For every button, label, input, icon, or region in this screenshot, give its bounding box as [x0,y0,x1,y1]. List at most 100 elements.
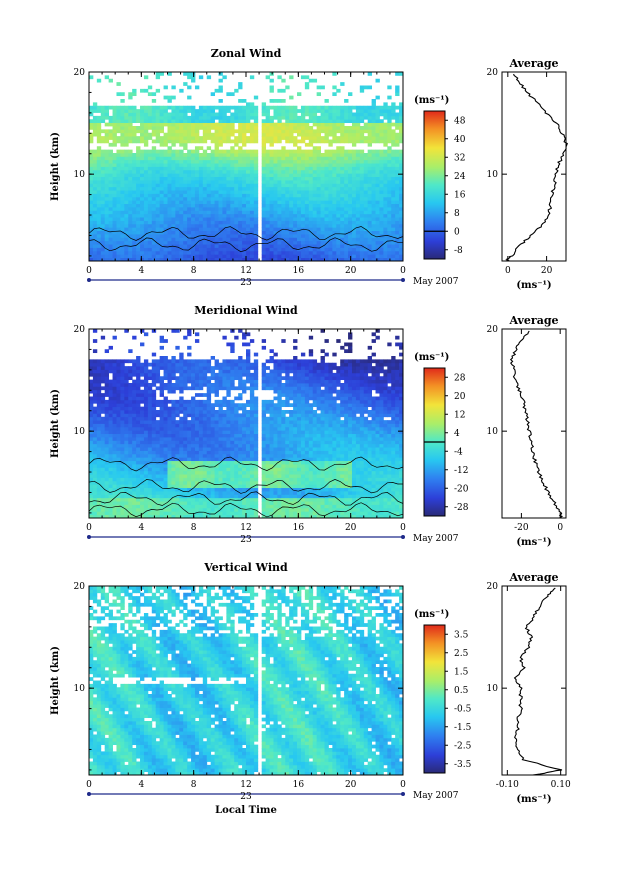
heatmap-cell [304,149,310,154]
heatmap-cell [351,240,357,245]
heatmap-cell [132,220,137,225]
heatmap-cell [230,126,235,130]
heatmap-cell [194,453,200,458]
heatmap-cell [167,217,172,221]
heatmap-cell [336,122,341,127]
heatmap-cell [198,514,204,519]
heatmap-cell [293,210,298,215]
heatmap-cell [297,193,302,198]
heatmap-cell [108,142,113,147]
heatmap-cell [179,443,184,448]
heatmap-cell [191,399,196,404]
heatmap-cell [175,129,180,134]
heatmap-cell [277,115,282,120]
heatmap-cell [163,115,168,120]
heatmap-cell [304,169,310,174]
heatmap-cell [226,200,231,205]
heatmap-cell [363,257,369,262]
heatmap-cell [143,437,149,441]
heatmap-cell [332,105,337,110]
heatmap-cell [328,119,333,124]
heatmap-cell [308,142,314,147]
heatmap-cell [242,217,247,221]
heatmap-cell [194,494,200,499]
heatmap-cell [242,136,247,140]
heatmap-cell [348,217,353,221]
heatmap-cell [202,156,208,161]
heatmap-cell [116,153,121,157]
heatmap-cell [395,237,400,242]
heatmap-cell [96,389,102,394]
heatmap-cell [238,240,243,245]
heatmap-cell [120,494,125,499]
heatmap-cell [151,437,157,441]
heatmap-cell [304,203,310,208]
heatmap-cell [281,220,286,225]
heatmap-cell [132,156,137,161]
heatmap-cell [281,207,286,211]
heatmap-cell [163,122,168,127]
heatmap-cell [89,180,94,184]
heatmap-cell [379,132,384,137]
heatmap-cell [198,105,204,110]
heatmap-cell [167,136,172,140]
heatmap-cell [108,410,113,414]
heatmap-cell [249,190,255,194]
heatmap-cell [383,223,388,228]
heatmap-cell [175,376,180,381]
heatmap-cell [340,169,345,174]
heatmap-cell [383,153,388,157]
heatmap-cell [175,176,180,181]
heatmap-cell [202,163,208,167]
heatmap-cell [140,247,145,252]
heatmap-cell [171,217,176,221]
heatmap-cell [179,223,184,228]
heatmap-cell [155,379,161,384]
heatmap-cell [391,166,396,171]
heatmap-cell [136,169,141,174]
heatmap-cell [194,220,200,225]
heatmap-cell [120,247,125,252]
heatmap-cell [124,119,129,124]
heatmap-cell [379,186,384,191]
heatmap-cell [348,166,353,171]
heatmap-cell [167,497,172,502]
heatmap-cell [383,200,388,205]
heatmap-cell [324,254,329,259]
heatmap-cell [163,339,168,343]
heatmap-cell [320,210,325,215]
heatmap-cell [198,501,204,505]
heatmap-cell [143,223,149,228]
heatmap-cell [151,359,157,364]
heatmap-cell [167,139,172,144]
heatmap-cell [300,183,306,188]
heatmap-cell [124,423,129,428]
heatmap-cell [234,213,239,218]
heatmap-cell [143,254,149,259]
heatmap-cell [238,186,243,191]
heatmap-cell [273,166,278,171]
heatmap-cell [312,153,318,157]
heatmap-cell [324,156,329,161]
heatmap-cell [214,129,219,134]
heatmap-cell [194,430,200,435]
heatmap-cell [179,200,184,205]
heatmap-cell [359,169,365,174]
heatmap-cell [89,369,94,374]
heatmap-cell [171,366,176,370]
heatmap-cell [222,153,227,157]
heatmap-cell [104,501,110,505]
heatmap-cell [395,234,400,238]
heatmap-cell [379,207,384,211]
heatmap-cell [128,234,133,238]
heatmap-cell [116,190,121,194]
heatmap-cell [308,173,314,178]
heatmap-cell [214,237,219,242]
heatmap-cell [395,240,400,245]
heatmap-cell [206,250,212,255]
heatmap-cell [324,176,329,181]
heatmap-cell [308,78,314,83]
heatmap-cell [120,359,125,364]
heatmap-cell [92,257,98,262]
heatmap-cell [116,213,121,218]
